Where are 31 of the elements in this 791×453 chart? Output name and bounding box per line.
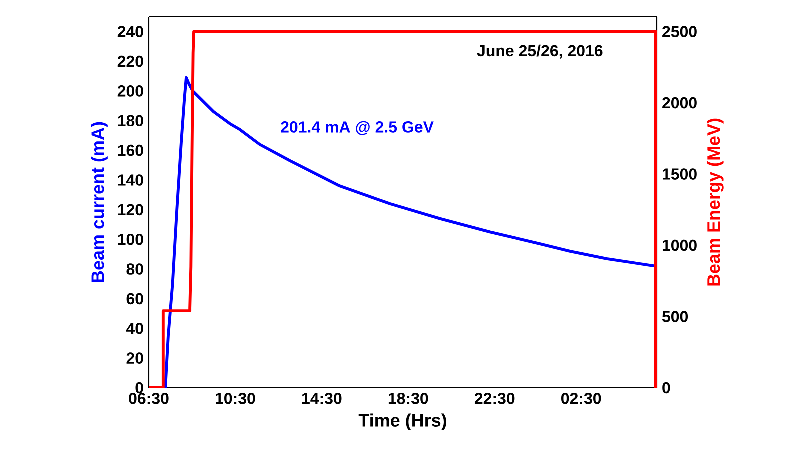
y-tick-label: 180 xyxy=(118,115,144,127)
y2-tick-label: 1000 xyxy=(662,240,697,252)
y-tick-label: 0 xyxy=(136,382,144,394)
y-axis-title: Beam current (mA) xyxy=(91,122,108,282)
x-tick-label: 14:30 xyxy=(302,392,342,404)
x-tick-label: 10:30 xyxy=(216,392,256,404)
y-tick-label: 120 xyxy=(118,204,144,216)
y2-tick-label: 500 xyxy=(662,311,688,322)
y-tick-label: 160 xyxy=(118,144,144,156)
y-tick-label: 60 xyxy=(126,293,144,305)
y-tick-label: 20 xyxy=(126,352,144,364)
y2-tick-label: 2500 xyxy=(662,26,697,38)
y-tick-label: 100 xyxy=(118,234,144,246)
x-tick-label: 06:30 xyxy=(129,392,169,404)
annotation: June 25/26, 2016 xyxy=(477,44,603,59)
line-series xyxy=(164,76,658,388)
y-tick-label: 240 xyxy=(118,26,144,38)
y-tick-label: 80 xyxy=(126,264,144,275)
y-tick-label: 220 xyxy=(118,56,144,68)
y-tick-label: 40 xyxy=(126,322,144,334)
x-axis-title: Time (Hrs) xyxy=(358,414,446,431)
annotation: 201.4 mA @ 2.5 GeV xyxy=(281,121,434,136)
y2-axis-title: Beam Energy (MeV) xyxy=(707,118,724,286)
y2-tick-label: 1500 xyxy=(662,168,697,180)
x-tick-label: 18:30 xyxy=(388,392,428,404)
x-tick-label: 22:30 xyxy=(474,392,515,404)
y-tick-label: 200 xyxy=(118,86,144,97)
y2-tick-label: 0 xyxy=(662,382,670,394)
y-tick-label: 140 xyxy=(118,174,144,186)
x-tick-label: 02:30 xyxy=(562,392,602,404)
y2-tick-label: 2000 xyxy=(662,97,697,109)
